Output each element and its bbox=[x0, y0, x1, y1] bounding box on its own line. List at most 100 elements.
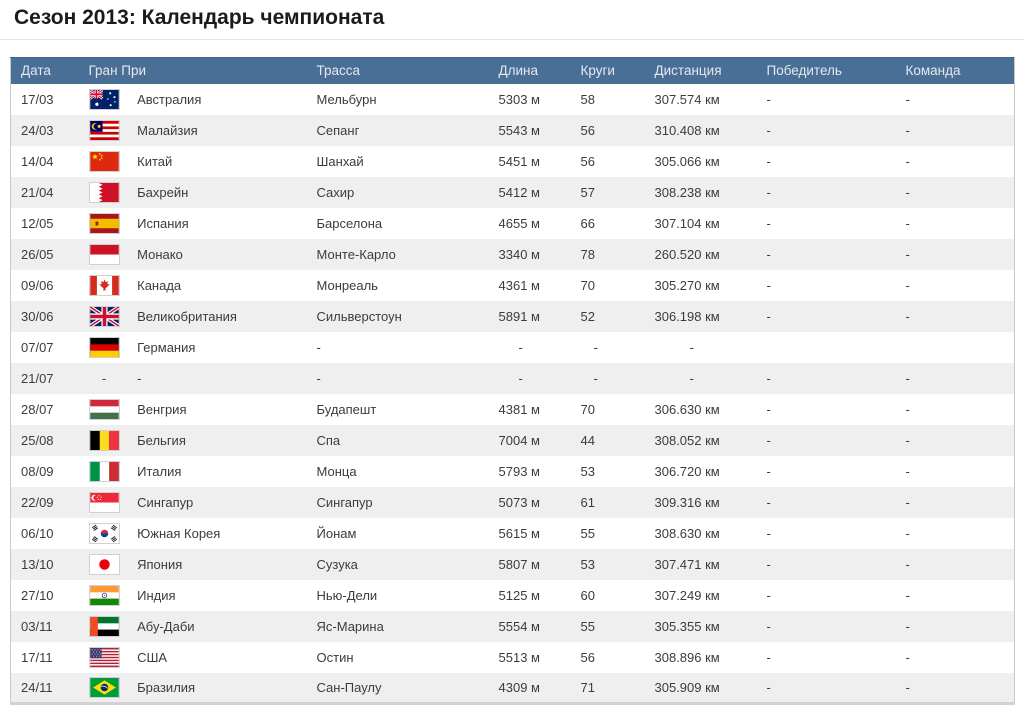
grand-prix-label: Канада bbox=[137, 277, 182, 293]
flag-placeholder-dash: - bbox=[101, 371, 107, 387]
belgium-flag-icon bbox=[88, 429, 120, 451]
laps-cell: 55 bbox=[580, 525, 595, 541]
singapore-flag-icon bbox=[88, 491, 120, 513]
date-cell: 26/05 bbox=[21, 246, 54, 262]
table-row: 13/10 Япония Сузука 5807 м 53 307.471 км… bbox=[10, 548, 1015, 580]
laps-cell: 56 bbox=[580, 153, 595, 169]
team-cell: - bbox=[905, 525, 910, 541]
winner-cell: - bbox=[766, 91, 771, 107]
track-cell: Нью-Дели bbox=[316, 587, 378, 603]
date-cell: 22/09 bbox=[21, 494, 54, 510]
grand-prix-cell: Германия bbox=[79, 332, 307, 363]
grand-prix-label: Япония bbox=[137, 556, 183, 572]
uae-flag-icon bbox=[88, 615, 120, 637]
distance-cell: 307.104 км bbox=[654, 215, 720, 231]
laps-cell: - bbox=[593, 370, 598, 386]
laps-cell: 55 bbox=[580, 618, 595, 634]
team-cell: - bbox=[905, 246, 910, 262]
grand-prix-cell: Бельгия bbox=[79, 425, 307, 456]
track-cell: Остин bbox=[316, 649, 354, 665]
length-cell: 7004 м bbox=[498, 432, 540, 448]
monaco-flag-icon bbox=[88, 243, 120, 265]
track-cell: Сан-Паулу bbox=[316, 679, 382, 695]
date-cell: 30/06 bbox=[21, 308, 54, 324]
date-cell: 12/05 bbox=[21, 215, 54, 231]
laps-cell: 70 bbox=[580, 401, 595, 417]
laps-cell: 58 bbox=[580, 91, 595, 107]
track-cell: Сильверстоун bbox=[316, 308, 402, 324]
team-cell: - bbox=[905, 122, 910, 138]
date-cell: 27/10 bbox=[21, 587, 54, 603]
table-row: 21/04 Бахрейн Сахир 5412 м 57 308.238 км… bbox=[10, 176, 1015, 208]
uk-flag-icon bbox=[88, 305, 120, 327]
table-row: 17/03 Австралия Мельбурн 5303 м 58 307.5… bbox=[10, 83, 1015, 115]
grand-prix-cell: США bbox=[79, 642, 307, 673]
table-row: 12/05 Испания Барселона 4655 м 66 307.10… bbox=[10, 207, 1015, 239]
length-cell: 5615 м bbox=[498, 525, 540, 541]
track-cell: Яс-Марина bbox=[316, 618, 384, 634]
column-header-distance: Дистанция bbox=[644, 57, 757, 84]
date-cell: 24/03 bbox=[21, 122, 54, 138]
length-cell: 5554 м bbox=[498, 618, 540, 634]
distance-cell: 306.720 км bbox=[654, 463, 720, 479]
date-cell: 09/06 bbox=[21, 277, 54, 293]
track-cell: - bbox=[316, 370, 321, 386]
laps-cell: 44 bbox=[580, 432, 595, 448]
length-cell: 4381 м bbox=[498, 401, 540, 417]
team-cell: - bbox=[905, 308, 910, 324]
length-cell: 5891 м bbox=[498, 308, 540, 324]
distance-cell: 306.630 км bbox=[654, 401, 720, 417]
column-header-track: Трасса bbox=[306, 57, 489, 84]
winner-cell: - bbox=[766, 246, 771, 262]
grand-prix-label: Китай bbox=[137, 153, 173, 169]
date-cell: 17/03 bbox=[21, 91, 54, 107]
grand-prix-cell: Испания bbox=[79, 208, 307, 239]
table-row: 22/09 Сингапур Сингапур 5073 м 61 309.31… bbox=[10, 486, 1015, 518]
table-row: 26/05 Монако Монте-Карло 3340 м 78 260.5… bbox=[10, 238, 1015, 270]
table-row: 06/10 Южная Корея Йонам 5615 м 55 308.63… bbox=[10, 517, 1015, 549]
winner-cell: - bbox=[766, 308, 771, 324]
table-row: 24/11 Бразилия Сан-Паулу 4309 м 71 305.9… bbox=[10, 672, 1015, 704]
length-cell: - bbox=[518, 339, 523, 355]
date-cell: 14/04 bbox=[21, 153, 54, 169]
grand-prix-cell: Индия bbox=[79, 580, 307, 611]
grand-prix-cell: Бразилия bbox=[79, 673, 307, 704]
team-cell: - bbox=[905, 463, 910, 479]
grand-prix-cell: Монако bbox=[79, 239, 307, 270]
table-row: 07/07 Германия - - - - bbox=[10, 331, 1015, 363]
column-header-date: Дата bbox=[10, 57, 79, 84]
team-cell: - bbox=[905, 91, 910, 107]
distance-cell: 309.316 км bbox=[654, 494, 720, 510]
distance-cell: 310.408 км bbox=[654, 122, 720, 138]
length-cell: 5125 м bbox=[498, 587, 540, 603]
laps-cell: 71 bbox=[580, 679, 595, 695]
grand-prix-cell: Малайзия bbox=[79, 115, 307, 146]
track-cell: Барселона bbox=[316, 215, 383, 231]
length-cell: 3340 м bbox=[498, 246, 540, 262]
grand-prix-label: Австралия bbox=[137, 91, 202, 107]
track-cell: - bbox=[316, 339, 321, 355]
distance-cell: 260.520 км bbox=[654, 246, 720, 262]
track-cell: Шанхай bbox=[316, 153, 364, 169]
column-header-length: Длина bbox=[488, 57, 571, 84]
grand-prix-cell: Великобритания bbox=[79, 301, 307, 332]
date-cell: 21/04 bbox=[21, 184, 54, 200]
page-title: Сезон 2013: Календарь чемпионата bbox=[0, 0, 1024, 40]
grand-prix-cell: Австралия bbox=[79, 84, 307, 115]
column-header-team: Команда bbox=[895, 57, 1015, 84]
track-cell: Будапешт bbox=[316, 401, 377, 417]
team-cell: - bbox=[905, 432, 910, 448]
grand-prix-label: Малайзия bbox=[137, 122, 198, 138]
grand-prix-cell: Япония bbox=[79, 549, 307, 580]
team-cell: - bbox=[905, 401, 910, 417]
length-cell: 5451 м bbox=[498, 153, 540, 169]
table-row: 30/06 Великобритания Сильверстоун 5891 м… bbox=[10, 300, 1015, 332]
bahrain-flag-icon bbox=[88, 181, 120, 203]
table-row: 28/07 Венгрия Будапешт 4381 м 70 306.630… bbox=[10, 393, 1015, 425]
track-cell: Йонам bbox=[316, 525, 357, 541]
italy-flag-icon bbox=[88, 460, 120, 482]
winner-cell: - bbox=[766, 370, 771, 386]
distance-cell: 307.471 км bbox=[654, 556, 720, 572]
distance-cell: 307.249 км bbox=[654, 587, 720, 603]
distance-cell: 308.896 км bbox=[654, 649, 720, 665]
